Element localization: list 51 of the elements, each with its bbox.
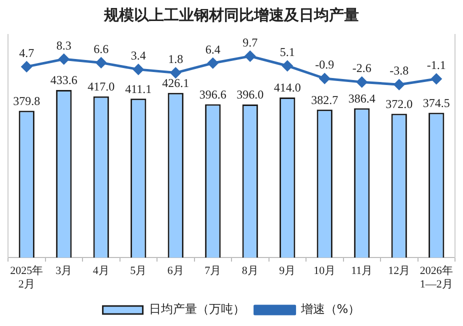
data-label: 396.0 [236,88,264,102]
legend-label: 日均产量（万吨） [148,302,245,316]
data-label: 6.4 [205,42,220,56]
x-tick-label: 4月 [92,265,110,278]
x-tick-label: 12月 [388,265,410,278]
x-tick-label: 9月 [279,265,296,278]
point [394,79,404,90]
point [208,58,218,68]
point [170,68,181,78]
x-tick-label: 6月 [167,265,184,278]
point [58,54,70,64]
data-label: -0.9 [315,58,334,72]
point [244,50,256,62]
data-label: 426.1 [162,76,190,90]
point [431,74,442,84]
x-tick-label: 7月 [204,265,222,278]
data-label: 433.6 [50,73,78,88]
point [21,61,32,72]
data-label: 386.4 [348,91,376,106]
data-label: 411.1 [125,82,152,96]
data-label: -1.1 [426,58,446,72]
data-label: 1.8 [168,52,184,66]
x-tick-label: 3月 [56,265,72,278]
x-tick-label: 10月 [314,265,336,278]
data-label: 417.0 [88,80,115,94]
data-label: 372.0 [386,96,413,111]
data-label: -2.6 [352,61,372,76]
legend-label: 增速（%） [300,302,360,316]
data-label: 5.1 [280,45,295,60]
point [356,76,368,88]
data-label: 382.7 [311,92,338,107]
point [133,64,144,75]
data-label: 414.0 [274,80,301,95]
data-label: 396.6 [199,87,226,102]
data-label: 374.5 [422,96,450,110]
point [282,60,293,72]
x-tick-label: 11月 [351,265,373,278]
data-label: 4.7 [19,46,34,60]
x-tick-label: 5月 [130,265,147,278]
data-label: 8.3 [56,38,72,52]
point [319,73,330,84]
x-tick-label: 2026年 1—2月 [420,265,453,290]
data-label: -3.8 [390,64,409,78]
x-tick-label: 2025年 2月 [10,265,44,290]
chart-title: 规模以上工业钢材同比增速及日均产量 [102,5,360,26]
data-label: 9.7 [242,35,258,50]
point [96,57,106,68]
data-label: 379.8 [13,94,40,108]
data-label: 6.6 [94,42,109,56]
data-label: 3.4 [130,48,146,63]
x-tick-label: 8月 [242,265,258,278]
